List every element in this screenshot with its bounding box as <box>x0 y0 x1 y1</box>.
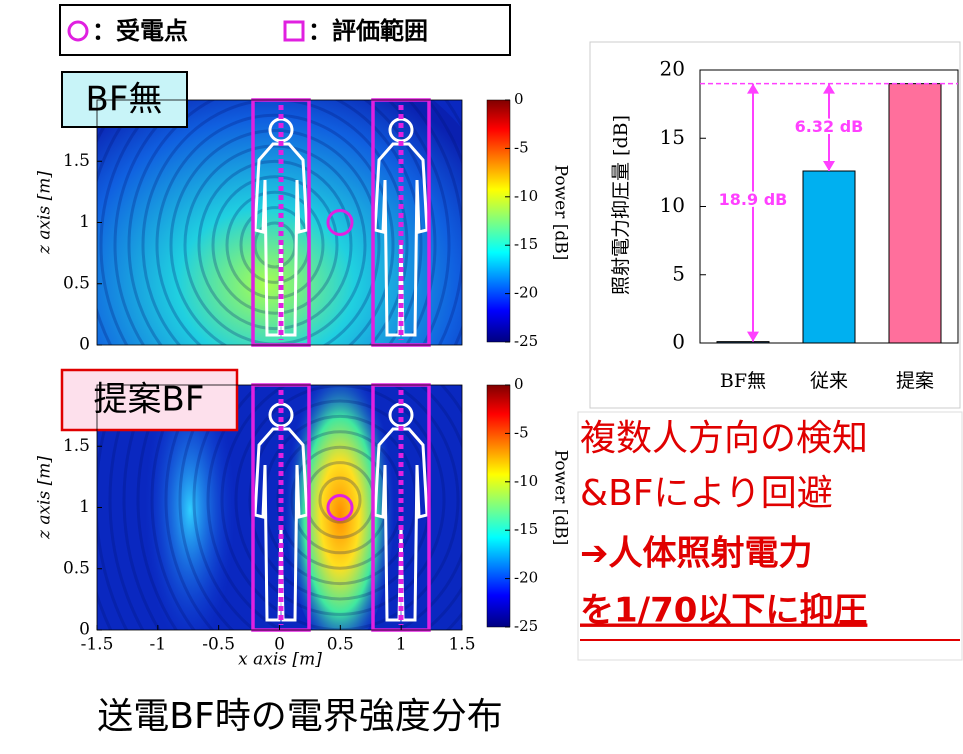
slide: ：受電点 ：評価範囲 BF無 提案BF 照射電力抑圧量 [dB] 複数人方向の検… <box>0 0 963 750</box>
colorbar-tick-label: -20 <box>514 569 538 587</box>
colorbar-label: Power [dB] <box>551 165 571 261</box>
y-tick-label: 0 <box>672 330 685 354</box>
legend-text: ：受電点 <box>92 17 188 45</box>
colorbar-tick-label: -20 <box>514 284 538 302</box>
z-tick-label: 1.5 <box>63 436 90 456</box>
x-tick-label: 0.5 <box>327 635 354 655</box>
heatmap-label: 提案BF <box>94 380 205 420</box>
colorbar-tick-label: -5 <box>514 138 529 156</box>
x-tick-label: -0.5 <box>202 635 235 655</box>
colorbar-tick-label: -25 <box>514 617 538 635</box>
x-tick-label: -1 <box>150 635 167 655</box>
z-axis-label: z axis [m] <box>35 171 55 255</box>
x-tick-label: 1 <box>396 635 407 655</box>
z-axis-label: z axis [m] <box>35 456 55 540</box>
colorbar-tick-label: -10 <box>514 472 538 490</box>
z-tick-label: 0.5 <box>63 558 90 578</box>
z-tick-label: 1.5 <box>63 151 90 171</box>
x-tick-label: 提案 <box>896 370 934 392</box>
legend-text: ：評価範囲 <box>308 17 428 45</box>
callout-line: を1/70以下に抑圧 <box>580 591 867 631</box>
z-tick-label: 1 <box>79 497 90 517</box>
y-tick-label: 10 <box>660 193 685 217</box>
z-tick-label: 0.5 <box>63 273 90 293</box>
x-tick-label: 1.5 <box>448 635 475 655</box>
y-tick-label: 15 <box>660 125 685 149</box>
y-tick-label: 20 <box>660 57 685 81</box>
colorbar-tick-label: -5 <box>514 423 529 441</box>
bar <box>803 171 855 343</box>
callout-line: ➔人体照射電力 <box>580 534 813 574</box>
annotation: 6.32 dB <box>795 117 864 136</box>
colorbar-label: Power [dB] <box>551 450 571 546</box>
z-tick-label: 0 <box>79 335 90 355</box>
x-axis-label: x axis [m] <box>238 650 322 670</box>
y-tick-label: 5 <box>672 261 685 285</box>
callout-line: &BFにより回避 <box>580 473 833 514</box>
colorbar-tick-label: -15 <box>514 520 538 538</box>
colorbar-tick-label: -10 <box>514 187 538 205</box>
annotation: 18.9 dB <box>719 190 788 209</box>
bar <box>889 84 941 343</box>
colorbar-tick-label: 0 <box>514 90 524 108</box>
colorbar <box>487 100 510 342</box>
x-tick-label: BF無 <box>720 370 766 392</box>
colorbar-tick-label: -15 <box>514 235 538 253</box>
z-tick-label: 1 <box>79 212 90 232</box>
caption: 送電BF時の電界強度分布 <box>97 696 502 737</box>
callout-line: 複数人方向の検知 <box>580 418 868 459</box>
colorbar <box>487 385 510 627</box>
y-axis-label: 照射電力抑圧量 [dB] <box>610 115 632 295</box>
x-tick-label: -1.5 <box>81 635 114 655</box>
colorbar-tick-label: 0 <box>514 375 524 393</box>
x-tick-label: 従来 <box>810 370 848 392</box>
colorbar-tick-label: -25 <box>514 332 538 350</box>
